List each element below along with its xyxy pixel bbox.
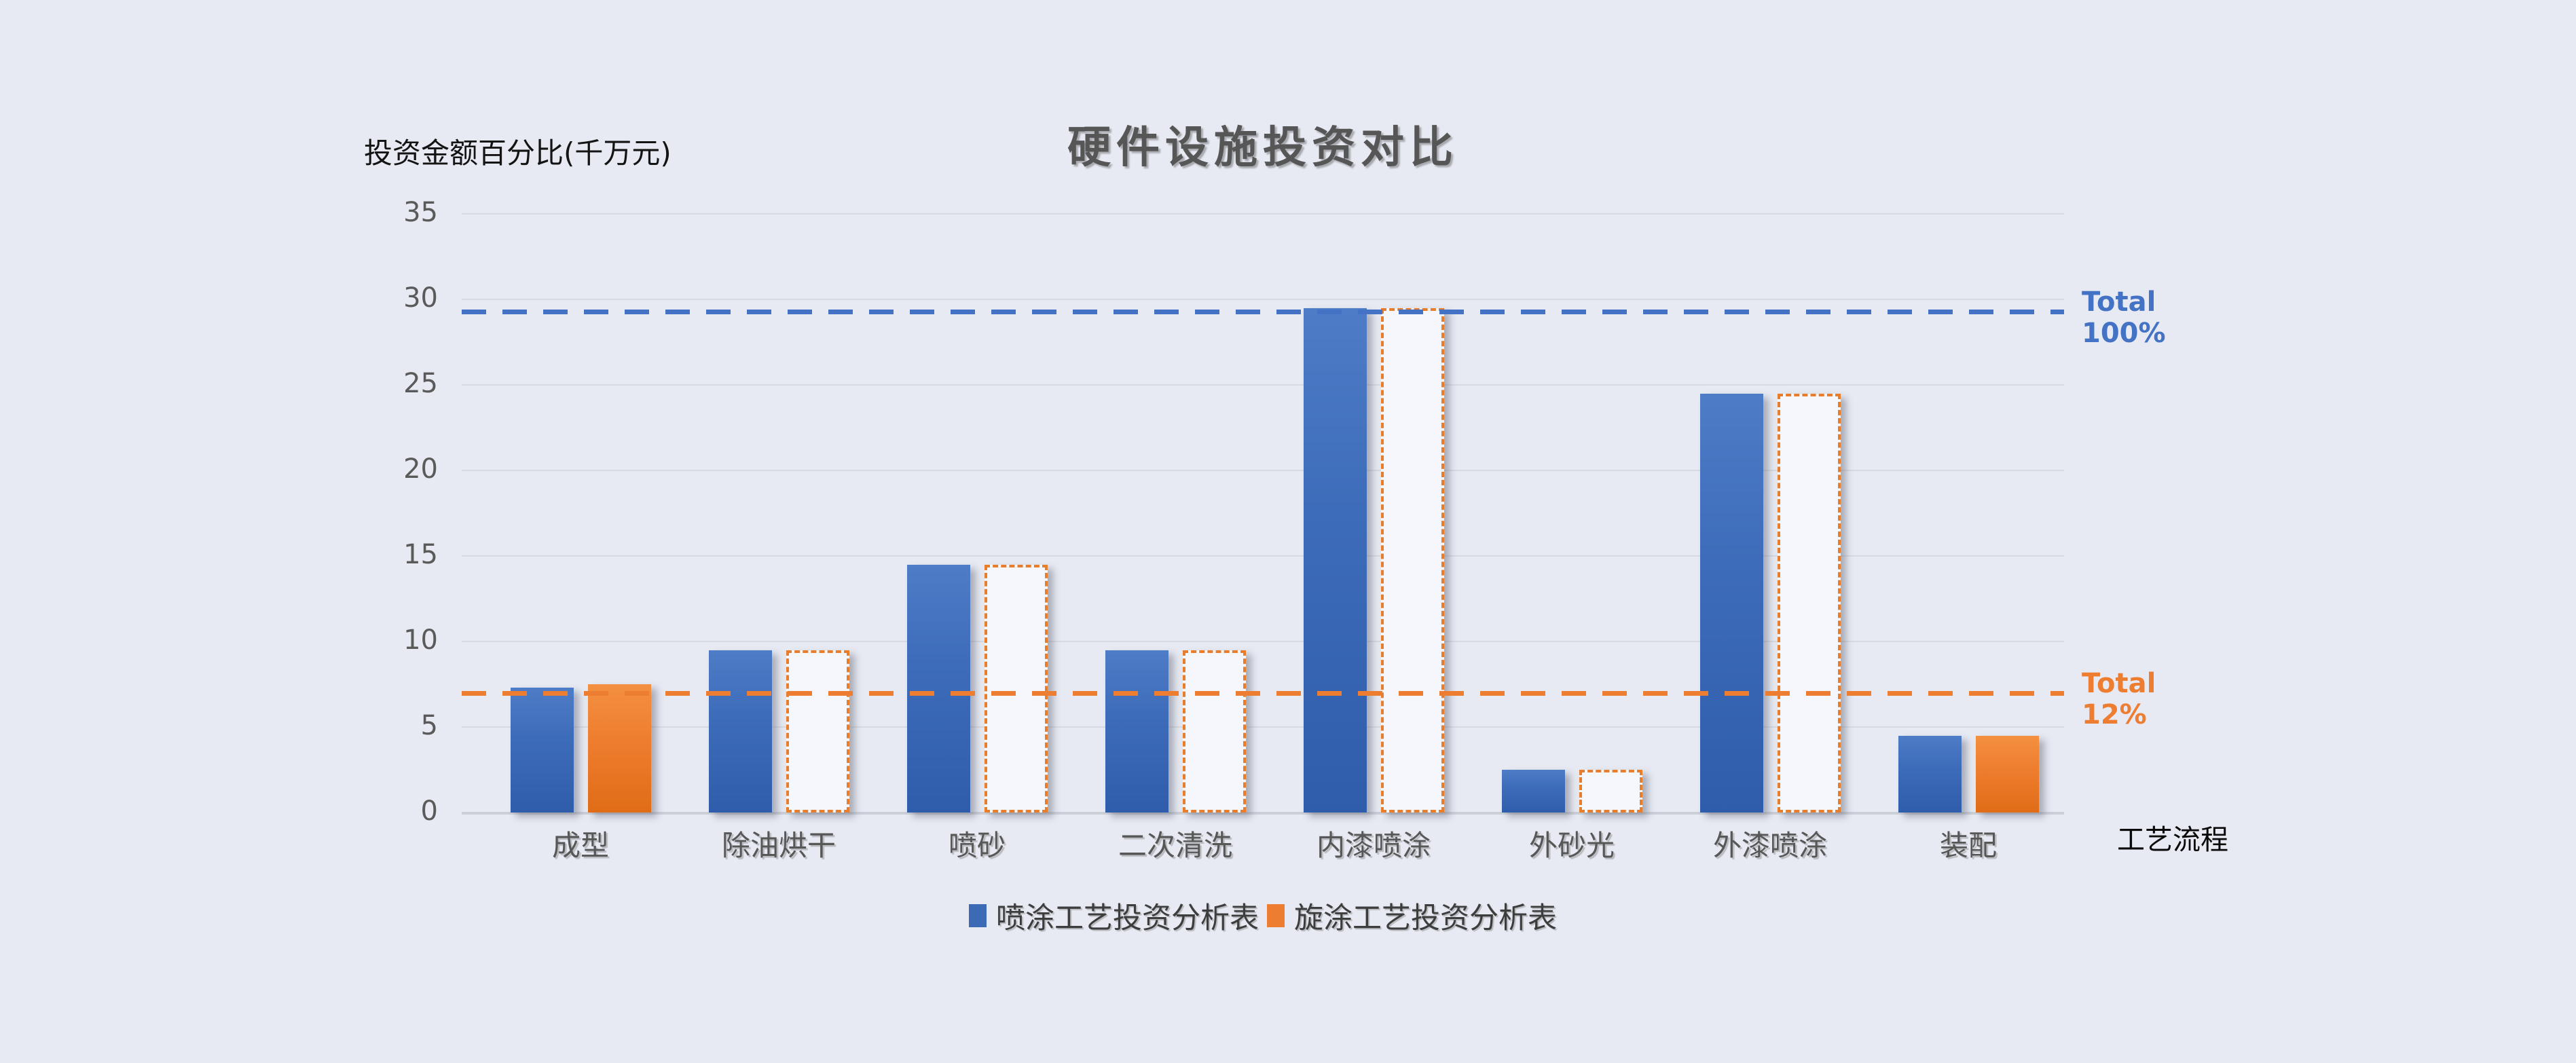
- legend-item-series1: 喷涂工艺投资分析表: [969, 895, 1259, 937]
- reference-line-label-value: 100%: [2082, 318, 2166, 350]
- gridline-y-20: [462, 470, 2064, 471]
- gridline-y-30: [462, 299, 2064, 300]
- gridline-y-0: [462, 812, 2064, 815]
- bar-series1-4: [1105, 650, 1169, 813]
- bar-series2-2: [786, 650, 849, 813]
- reference-line-label-value: 12%: [2082, 698, 2147, 730]
- legend-item-series2: 旋涂工艺投资分析表: [1267, 895, 1557, 937]
- gridline-y-25: [462, 384, 2064, 386]
- x-category-label: 二次清洗: [1118, 829, 1232, 862]
- x-category-label: 除油烘干: [721, 829, 836, 862]
- gridline-y-35: [462, 213, 2064, 215]
- bar-series2-7: [1777, 393, 1841, 813]
- bar-series1-8: [1898, 735, 1962, 813]
- x-category-label: 成型: [551, 829, 609, 862]
- x-category-label: 喷砂: [948, 829, 1006, 862]
- bar-series1-2: [708, 650, 772, 813]
- bar-series1-5: [1303, 307, 1367, 813]
- gridline-y-5: [462, 726, 2064, 728]
- legend-label: 喷涂工艺投资分析表: [996, 901, 1259, 935]
- bar-series1-3: [906, 564, 970, 813]
- legend-swatch-orange: [1267, 904, 1285, 927]
- reference-line-label-text: Total: [2082, 667, 2156, 699]
- legend: 喷涂工艺投资分析表 旋涂工艺投资分析表: [462, 895, 2064, 937]
- bar-series1-1: [510, 688, 574, 813]
- bar-series1-7: [1699, 393, 1763, 813]
- y-axis-tick-label: 30: [403, 282, 438, 314]
- bar-series2-6: [1579, 770, 1642, 813]
- legend-label: 旋涂工艺投资分析表: [1294, 901, 1557, 935]
- bar-series2-1: [587, 684, 651, 813]
- y-axis-title: 投资金额百分比(千万元): [364, 136, 671, 170]
- y-axis-tick-label: 10: [403, 624, 438, 656]
- y-axis-tick-label: 35: [403, 197, 438, 228]
- y-axis-tick-label: 25: [403, 368, 438, 399]
- x-category-label: 内漆喷涂: [1316, 829, 1431, 862]
- bar-series2-4: [1182, 650, 1246, 813]
- reference-line-orange: [462, 690, 2064, 696]
- bar-series2-3: [984, 564, 1048, 813]
- gridline-y-10: [462, 641, 2064, 642]
- x-category-label: 外砂光: [1528, 829, 1615, 862]
- reference-line-label-total-12: Total 12%: [2082, 668, 2156, 731]
- bar-series2-5: [1380, 307, 1444, 813]
- gridline-y-15: [462, 555, 2064, 557]
- chart-title: 硬件设施投资对比: [1067, 123, 1458, 173]
- y-axis-tick-label: 0: [420, 796, 438, 827]
- reference-line-blue: [462, 309, 2064, 314]
- y-axis-tick-label: 15: [403, 539, 438, 570]
- x-category-label: 装配: [1939, 829, 1997, 862]
- reference-line-label-text: Total: [2082, 286, 2156, 318]
- x-category-label: 外漆喷涂: [1712, 829, 1827, 862]
- bar-series1-6: [1501, 770, 1565, 813]
- reference-line-label-total-100: Total 100%: [2082, 286, 2166, 350]
- y-axis-tick-label: 5: [420, 710, 438, 741]
- x-axis-title: 工艺流程: [2117, 823, 2228, 856]
- bar-series2-8: [1975, 735, 2039, 813]
- legend-swatch-blue: [969, 904, 987, 927]
- y-axis-tick-label: 20: [403, 453, 438, 485]
